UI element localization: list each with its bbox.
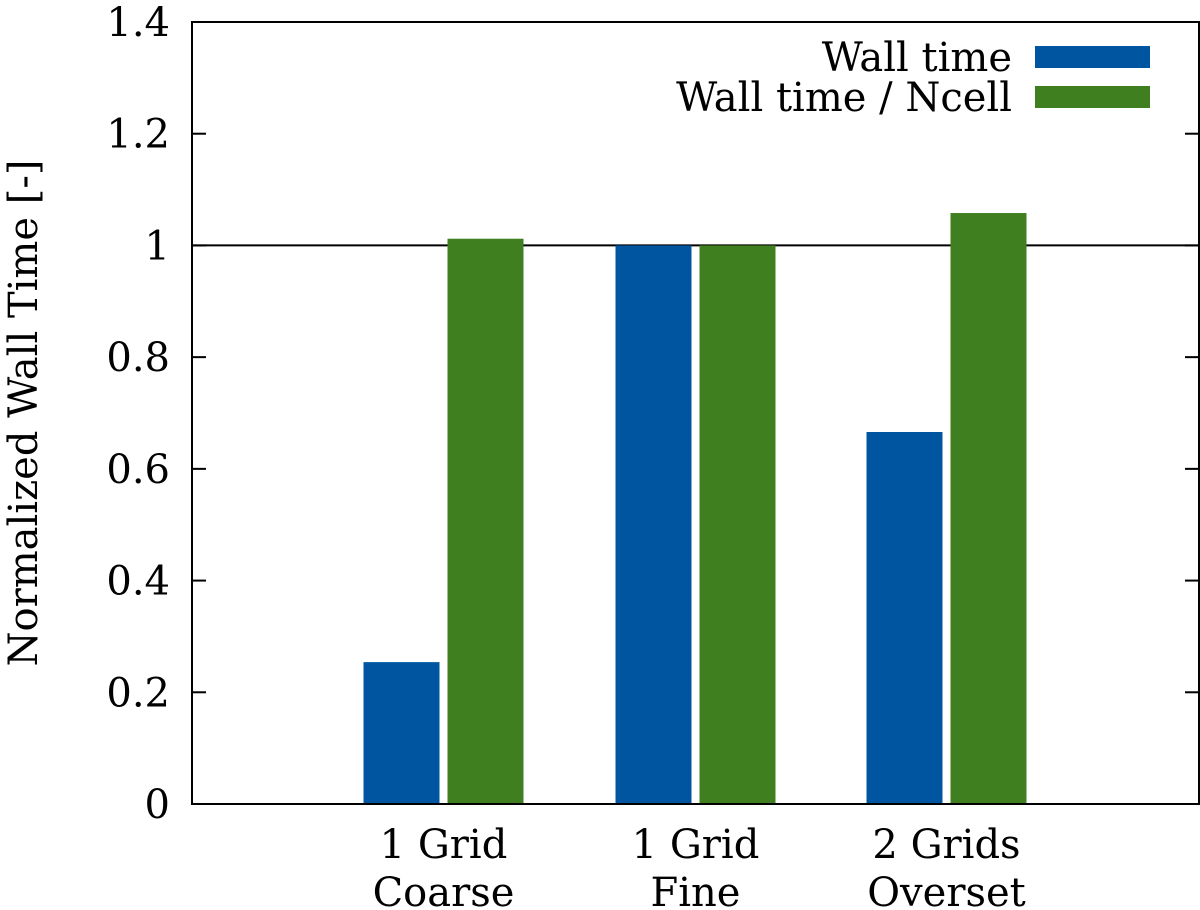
bar-wall-time-per-ncell — [447, 238, 524, 804]
y-tick-label: 1.4 — [106, 0, 170, 46]
legend-swatch — [1035, 46, 1150, 68]
legend-swatch — [1035, 86, 1150, 108]
category-label-line1: 1 Grid — [632, 822, 760, 868]
bar-wall-time — [866, 431, 943, 804]
y-tick-label: 1.2 — [106, 112, 170, 158]
category-label-line1: 2 Grids — [872, 822, 1020, 868]
category-label-line1: 1 Grid — [380, 822, 508, 868]
bar-wall-time — [363, 662, 440, 804]
category-label-line2: Fine — [651, 870, 741, 910]
bar-wall-time — [615, 245, 692, 804]
plot-frame — [191, 21, 1200, 805]
y-tick-label: 1 — [145, 223, 170, 269]
y-tick-label: 0.6 — [106, 447, 170, 493]
y-tick-label: 0.2 — [106, 670, 170, 716]
y-axis-label: Normalized Wall Time [-] — [1, 160, 47, 667]
category-label-line2: Coarse — [373, 870, 515, 910]
bar-wall-time-per-ncell — [699, 245, 776, 804]
y-tick-label: 0.4 — [106, 559, 170, 605]
legend-label: Wall time — [822, 35, 1012, 81]
y-tick-label: 0.8 — [106, 335, 170, 381]
y-tick-label: 0 — [145, 782, 170, 828]
category-label-line2: Overset — [867, 870, 1025, 910]
bar-wall-time-per-ncell — [950, 213, 1027, 804]
legend-label: Wall time / Ncell — [676, 75, 1012, 121]
